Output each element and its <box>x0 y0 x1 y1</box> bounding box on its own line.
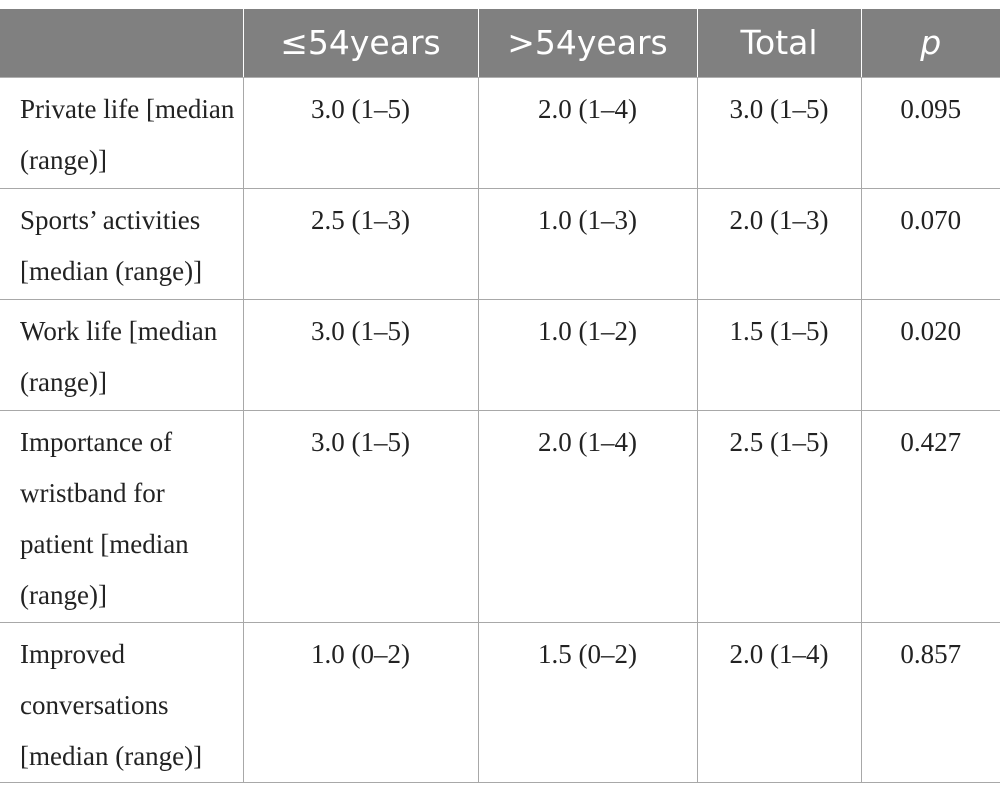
cell-le54: 3.0 (1–5) <box>242 299 478 411</box>
table-body: Private life [median (range)] 3.0 (1–5) … <box>0 77 1000 783</box>
table-row: Importance of wristband for patient [med… <box>0 410 1000 623</box>
cell-total: 2.5 (1–5) <box>696 410 861 623</box>
cell-p: 0.857 <box>860 622 1000 783</box>
cell-gt54: 1.0 (1–2) <box>477 299 697 411</box>
cell-le54: 3.0 (1–5) <box>242 77 478 189</box>
cell-total: 2.0 (1–4) <box>696 622 861 783</box>
header-cell-p: p <box>860 9 1000 78</box>
cell-le54: 2.5 (1–3) <box>242 188 478 300</box>
header-cell-gt54: >54years <box>477 9 697 78</box>
cell-le54: 1.0 (0–2) <box>242 622 478 783</box>
cell-total: 3.0 (1–5) <box>696 77 861 189</box>
cell-gt54: 1.0 (1–3) <box>477 188 697 300</box>
row-label: Improved conversations [median (range)] <box>0 622 243 783</box>
table-row: Sports’ activities [median (range)] 2.5 … <box>0 188 1000 300</box>
cell-total: 1.5 (1–5) <box>696 299 861 411</box>
row-label: Private life [median (range)] <box>0 77 243 189</box>
cell-le54: 3.0 (1–5) <box>242 410 478 623</box>
cell-gt54: 2.0 (1–4) <box>477 410 697 623</box>
row-label: Sports’ activities [median (range)] <box>0 188 243 300</box>
cell-p: 0.070 <box>860 188 1000 300</box>
cell-p: 0.095 <box>860 77 1000 189</box>
header-cell-total: Total <box>696 9 861 78</box>
table-row: Work life [median (range)] 3.0 (1–5) 1.0… <box>0 299 1000 411</box>
cell-gt54: 2.0 (1–4) <box>477 77 697 189</box>
cell-gt54: 1.5 (0–2) <box>477 622 697 783</box>
cell-p: 0.427 <box>860 410 1000 623</box>
header-cell-le54: ≤54years <box>242 9 478 78</box>
table-row: Improved conversations [median (range)] … <box>0 622 1000 783</box>
table-header: ≤54years >54years Total p <box>0 9 1000 78</box>
results-table: ≤54years >54years Total p Private life [… <box>0 9 1000 783</box>
row-label: Importance of wristband for patient [med… <box>0 410 243 623</box>
cell-total: 2.0 (1–3) <box>696 188 861 300</box>
header-row: ≤54years >54years Total p <box>0 9 1000 78</box>
cell-p: 0.020 <box>860 299 1000 411</box>
row-label: Work life [median (range)] <box>0 299 243 411</box>
table-row: Private life [median (range)] 3.0 (1–5) … <box>0 77 1000 189</box>
header-cell-label <box>0 9 243 78</box>
